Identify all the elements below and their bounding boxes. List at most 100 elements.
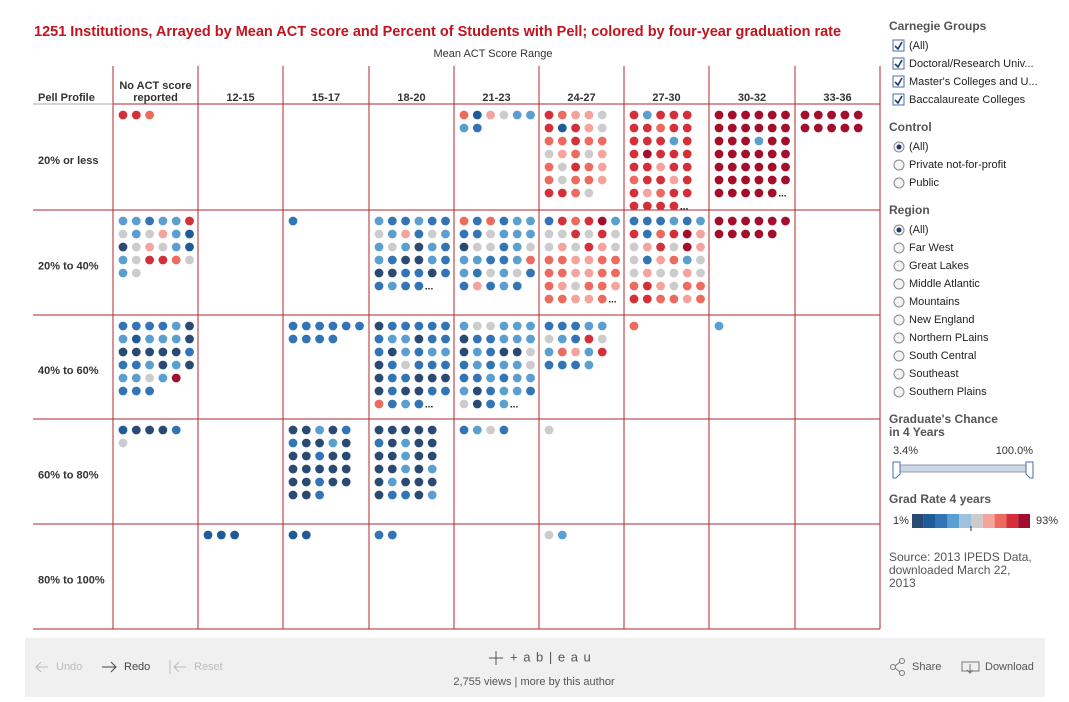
institution-dot[interactable] — [118, 347, 128, 357]
institution-dot[interactable] — [288, 530, 298, 540]
institution-dot[interactable] — [374, 438, 384, 448]
institution-dot[interactable] — [557, 242, 567, 252]
filter-option[interactable]: Doctoral/Research Univ... — [909, 58, 1034, 70]
filter-option[interactable]: South Central — [909, 350, 976, 362]
institution-dot[interactable] — [441, 347, 450, 357]
institution-dot[interactable] — [401, 451, 410, 461]
institution-dot[interactable] — [118, 373, 128, 383]
institution-dot[interactable] — [584, 123, 594, 133]
institution-dot[interactable] — [597, 281, 607, 291]
institution-dot[interactable] — [401, 347, 410, 357]
checkbox[interactable] — [892, 75, 905, 88]
institution-dot[interactable] — [557, 281, 567, 291]
institution-dot[interactable] — [584, 149, 594, 159]
institution-dot[interactable] — [571, 268, 580, 278]
institution-dot[interactable] — [472, 229, 482, 239]
institution-dot[interactable] — [629, 242, 639, 252]
institution-dot[interactable] — [145, 110, 155, 120]
institution-dot[interactable] — [642, 255, 652, 265]
institution-dot[interactable] — [642, 149, 652, 159]
institution-dot[interactable] — [459, 321, 469, 331]
institution-dot[interactable] — [171, 347, 181, 357]
institution-dot[interactable] — [145, 373, 155, 383]
institution-dot[interactable] — [781, 162, 790, 172]
institution-dot[interactable] — [827, 123, 836, 133]
institution-dot[interactable] — [414, 360, 424, 370]
institution-dot[interactable] — [682, 242, 692, 252]
institution-dot[interactable] — [374, 321, 384, 331]
institution-dot[interactable] — [441, 334, 450, 344]
institution-dot[interactable] — [597, 242, 607, 252]
institution-dot[interactable] — [629, 123, 639, 133]
radio[interactable] — [893, 314, 905, 326]
institution-dot[interactable] — [642, 216, 652, 226]
institution-dot[interactable] — [315, 438, 324, 448]
institution-dot[interactable] — [499, 242, 509, 252]
institution-dot[interactable] — [813, 123, 823, 133]
institution-dot[interactable] — [526, 347, 535, 357]
institution-dot[interactable] — [459, 425, 469, 435]
institution-dot[interactable] — [584, 268, 594, 278]
institution-dot[interactable] — [557, 110, 567, 120]
institution-dot[interactable] — [544, 347, 554, 357]
institution-dot[interactable] — [401, 490, 410, 500]
institution-dot[interactable] — [401, 334, 410, 344]
institution-dot[interactable] — [486, 268, 495, 278]
institution-dot[interactable] — [171, 242, 181, 252]
institution-dot[interactable] — [374, 347, 384, 357]
institution-dot[interactable] — [374, 530, 384, 540]
institution-dot[interactable] — [669, 162, 679, 172]
institution-dot[interactable] — [853, 110, 863, 120]
institution-dot[interactable] — [727, 110, 737, 120]
institution-dot[interactable] — [414, 490, 424, 500]
institution-dot[interactable] — [669, 136, 679, 146]
institution-dot[interactable] — [185, 255, 194, 265]
institution-dot[interactable] — [499, 268, 509, 278]
radio[interactable] — [893, 159, 905, 171]
institution-dot[interactable] — [414, 255, 424, 265]
institution-dot[interactable] — [571, 360, 580, 370]
institution-dot[interactable] — [642, 281, 652, 291]
institution-dot[interactable] — [682, 136, 692, 146]
institution-dot[interactable] — [499, 399, 509, 409]
institution-dot[interactable] — [387, 464, 397, 474]
institution-dot[interactable] — [714, 321, 724, 331]
institution-dot[interactable] — [486, 255, 495, 265]
institution-dot[interactable] — [301, 451, 311, 461]
institution-dot[interactable] — [171, 373, 181, 383]
institution-dot[interactable] — [512, 321, 522, 331]
institution-dot[interactable] — [669, 175, 679, 185]
institution-dot[interactable] — [696, 216, 705, 226]
filter-option[interactable]: (All) — [909, 40, 929, 52]
institution-dot[interactable] — [472, 360, 482, 370]
institution-dot[interactable] — [642, 175, 652, 185]
institution-dot[interactable] — [145, 321, 155, 331]
institution-dot[interactable] — [459, 373, 469, 383]
institution-dot[interactable] — [387, 255, 397, 265]
institution-dot[interactable] — [230, 530, 240, 540]
institution-dot[interactable] — [597, 149, 607, 159]
institution-dot[interactable] — [544, 425, 554, 435]
institution-dot[interactable] — [512, 110, 522, 120]
radio[interactable] — [893, 386, 905, 398]
institution-dot[interactable] — [584, 281, 594, 291]
institution-dot[interactable] — [544, 110, 554, 120]
institution-dot[interactable] — [414, 216, 424, 226]
institution-dot[interactable] — [499, 360, 509, 370]
institution-dot[interactable] — [781, 175, 790, 185]
checkbox[interactable] — [892, 93, 905, 106]
institution-dot[interactable] — [526, 255, 535, 265]
institution-dot[interactable] — [301, 438, 311, 448]
institution-dot[interactable] — [158, 216, 168, 226]
institution-dot[interactable] — [499, 373, 509, 383]
institution-dot[interactable] — [131, 425, 141, 435]
institution-dot[interactable] — [571, 188, 580, 198]
institution-dot[interactable] — [597, 255, 607, 265]
institution-dot[interactable] — [696, 255, 705, 265]
institution-dot[interactable] — [414, 451, 424, 461]
institution-dot[interactable] — [557, 294, 567, 304]
institution-dot[interactable] — [158, 321, 168, 331]
institution-dot[interactable] — [387, 399, 397, 409]
institution-dot[interactable] — [499, 216, 509, 226]
institution-dot[interactable] — [557, 216, 567, 226]
